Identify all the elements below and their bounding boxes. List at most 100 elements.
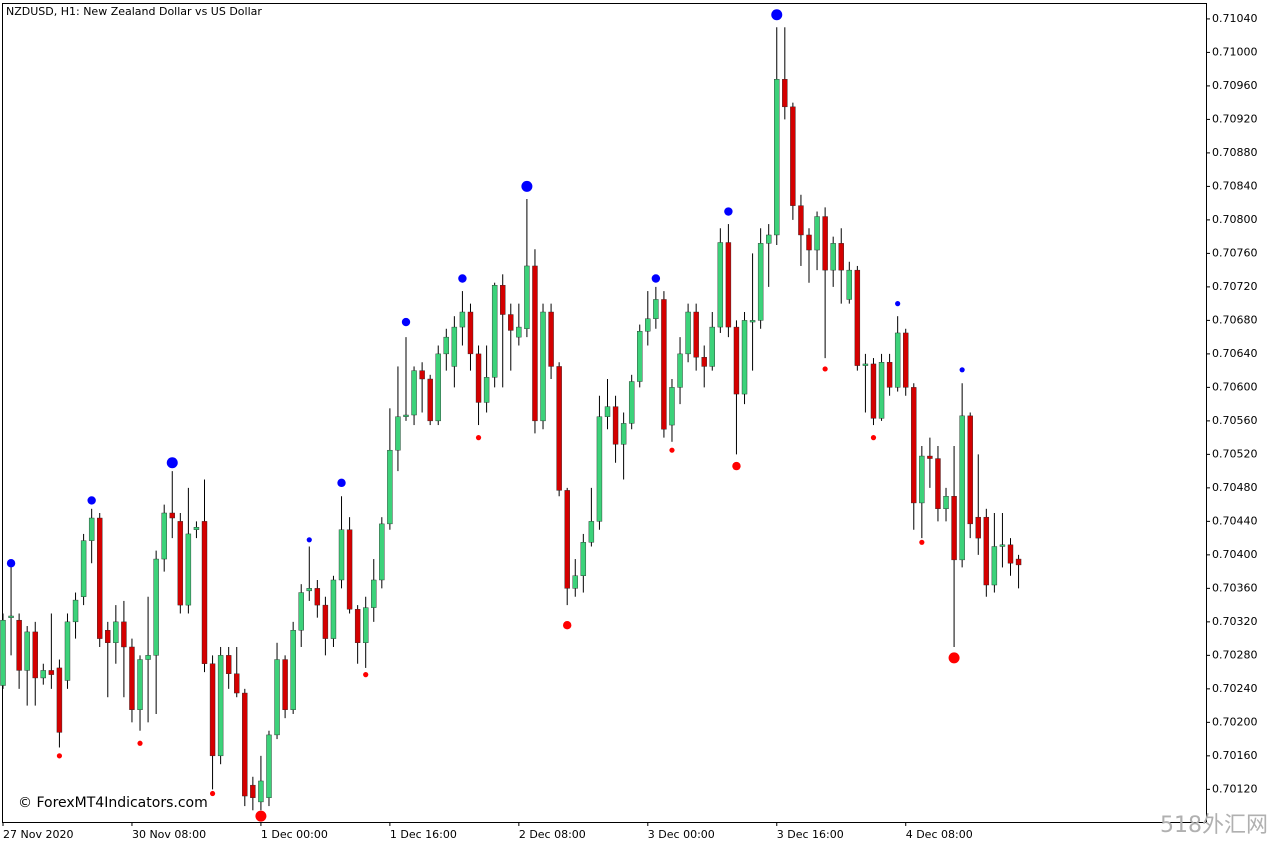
- candle-body: [258, 780, 264, 803]
- candle-body: [64, 621, 71, 681]
- candle-body: [411, 370, 417, 416]
- candle-body: [330, 579, 337, 639]
- candle-body: [838, 243, 844, 271]
- chart-title: NZDUSD, H1: New Zealand Dollar vs US Dol…: [6, 5, 262, 18]
- candle-body: [177, 521, 184, 606]
- candle-body: [491, 285, 498, 378]
- candle-body: [580, 542, 587, 576]
- fractal-down: [563, 621, 572, 630]
- fractal-up: [771, 9, 783, 21]
- candle-body: [790, 106, 796, 206]
- candle-body: [653, 299, 659, 319]
- candle-body: [290, 630, 296, 710]
- candle-body: [354, 609, 361, 643]
- fractal-up: [401, 317, 411, 327]
- candle-body: [387, 449, 393, 525]
- candle-body: [983, 516, 990, 586]
- fractal-up: [6, 559, 16, 568]
- candle-body: [371, 579, 377, 608]
- fractal-down: [870, 435, 877, 441]
- x-tick-label: 3 Dec 00:00: [648, 828, 715, 841]
- candle-body: [80, 540, 87, 597]
- candle-body: [903, 332, 909, 388]
- candle-body: [637, 331, 643, 382]
- x-tick-label: 1 Dec 00:00: [261, 828, 328, 841]
- fractal-down: [363, 672, 369, 678]
- candle-body: [121, 621, 127, 648]
- candle-body: [298, 592, 304, 631]
- candle-body: [451, 326, 458, 367]
- candle-body: [959, 415, 965, 561]
- fractal-down: [255, 810, 267, 822]
- y-tick-label: 0.70320: [1212, 615, 1258, 628]
- y-tick-label: 0.70680: [1212, 313, 1258, 326]
- candle-body: [266, 734, 272, 798]
- candle-body: [798, 205, 804, 236]
- candle-body: [886, 362, 893, 388]
- candle-body: [628, 381, 635, 424]
- y-tick-label: 0.70280: [1212, 648, 1258, 661]
- candle-body: [556, 366, 562, 491]
- candle-body: [943, 496, 949, 510]
- candle-body: [572, 575, 578, 589]
- y-tick-label: 0.70480: [1212, 481, 1258, 494]
- candle-body: [145, 655, 151, 660]
- candle-body: [669, 387, 675, 426]
- y-tick-label: 0.70400: [1212, 548, 1258, 561]
- y-tick-label: 0.70640: [1212, 347, 1258, 360]
- candle-body: [395, 416, 401, 451]
- candle-body: [685, 311, 691, 355]
- candle-body: [604, 406, 611, 417]
- candle-body: [475, 353, 482, 403]
- candle-body: [217, 655, 224, 757]
- candle-body: [48, 670, 55, 675]
- candle-body: [105, 630, 111, 643]
- candle-body: [661, 299, 667, 430]
- candle-body: [459, 311, 466, 328]
- fractal-up: [724, 207, 733, 216]
- candle-body: [185, 533, 192, 606]
- candle-body: [508, 314, 514, 331]
- fractal-up: [895, 301, 901, 307]
- fractal-up: [87, 496, 96, 505]
- candle-body: [991, 546, 998, 586]
- candle-body: [709, 326, 715, 367]
- candle-body: [588, 521, 595, 543]
- candle-body: [701, 357, 707, 367]
- candle-body: [548, 311, 554, 367]
- candle-body: [757, 243, 764, 321]
- candle-body: [8, 615, 14, 618]
- fractal-down: [948, 652, 960, 664]
- candle-body: [766, 234, 772, 244]
- y-tick-label: 0.70440: [1212, 514, 1258, 527]
- fractal-up: [651, 274, 661, 283]
- fractal-up: [521, 180, 533, 192]
- x-tick-label: 27 Nov 2020: [3, 828, 73, 841]
- x-tick-label: 4 Dec 08:00: [906, 828, 973, 841]
- candle-body: [153, 558, 159, 656]
- y-tick-label: 0.70840: [1212, 179, 1258, 192]
- candle-body: [443, 336, 449, 355]
- x-tick-label: 30 Nov 08:00: [132, 828, 206, 841]
- y-tick-label: 0.70920: [1212, 112, 1258, 125]
- candle-body: [870, 363, 877, 419]
- candle-body: [677, 353, 683, 388]
- fractal-down: [475, 435, 482, 441]
- y-tick-label: 0.71000: [1212, 45, 1258, 58]
- candle-body: [193, 527, 200, 530]
- candle-body: [242, 692, 248, 797]
- y-tick-label: 0.70720: [1212, 280, 1258, 293]
- candle-body: [435, 353, 441, 422]
- candle-body: [24, 631, 30, 671]
- candle-body: [169, 512, 175, 519]
- candle-body: [733, 326, 740, 395]
- candle-body: [314, 588, 321, 606]
- y-tick-label: 0.70520: [1212, 447, 1258, 460]
- candle-body: [88, 517, 95, 541]
- candle-body: [97, 517, 103, 639]
- candle-body: [532, 265, 538, 422]
- candle-body: [1007, 544, 1014, 564]
- candle-body: [234, 673, 240, 694]
- fractal-up: [959, 367, 965, 373]
- candle-body: [564, 490, 570, 589]
